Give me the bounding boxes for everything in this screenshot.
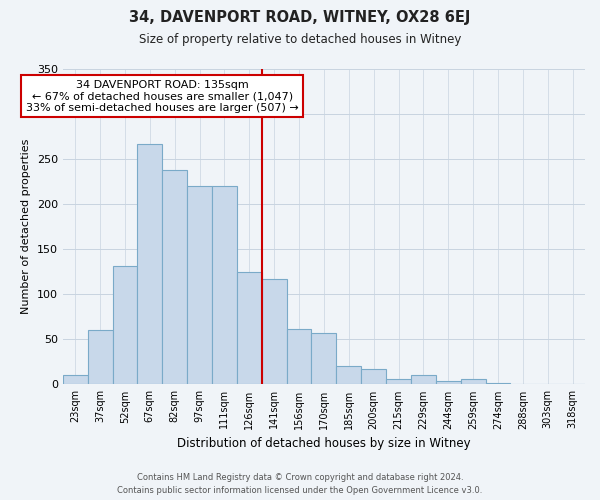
Bar	[311, 333, 337, 384]
Bar	[113, 266, 137, 384]
X-axis label: Distribution of detached houses by size in Witney: Distribution of detached houses by size …	[177, 437, 471, 450]
Text: Size of property relative to detached houses in Witney: Size of property relative to detached ho…	[139, 32, 461, 46]
Bar	[162, 170, 187, 384]
Bar	[337, 366, 361, 384]
Bar	[485, 382, 511, 384]
Bar	[361, 369, 386, 384]
Bar	[88, 330, 113, 384]
Bar	[411, 376, 436, 384]
Bar	[63, 374, 88, 384]
Y-axis label: Number of detached properties: Number of detached properties	[21, 139, 31, 314]
Bar	[436, 381, 461, 384]
Bar	[287, 330, 311, 384]
Bar	[386, 379, 411, 384]
Bar	[262, 279, 287, 384]
Bar	[137, 144, 162, 384]
Text: 34, DAVENPORT ROAD, WITNEY, OX28 6EJ: 34, DAVENPORT ROAD, WITNEY, OX28 6EJ	[130, 10, 470, 25]
Text: Contains HM Land Registry data © Crown copyright and database right 2024.
Contai: Contains HM Land Registry data © Crown c…	[118, 473, 482, 495]
Bar	[187, 186, 212, 384]
Text: 34 DAVENPORT ROAD: 135sqm
← 67% of detached houses are smaller (1,047)
33% of se: 34 DAVENPORT ROAD: 135sqm ← 67% of detac…	[26, 80, 299, 113]
Bar	[237, 272, 262, 384]
Bar	[212, 186, 237, 384]
Bar	[461, 379, 485, 384]
